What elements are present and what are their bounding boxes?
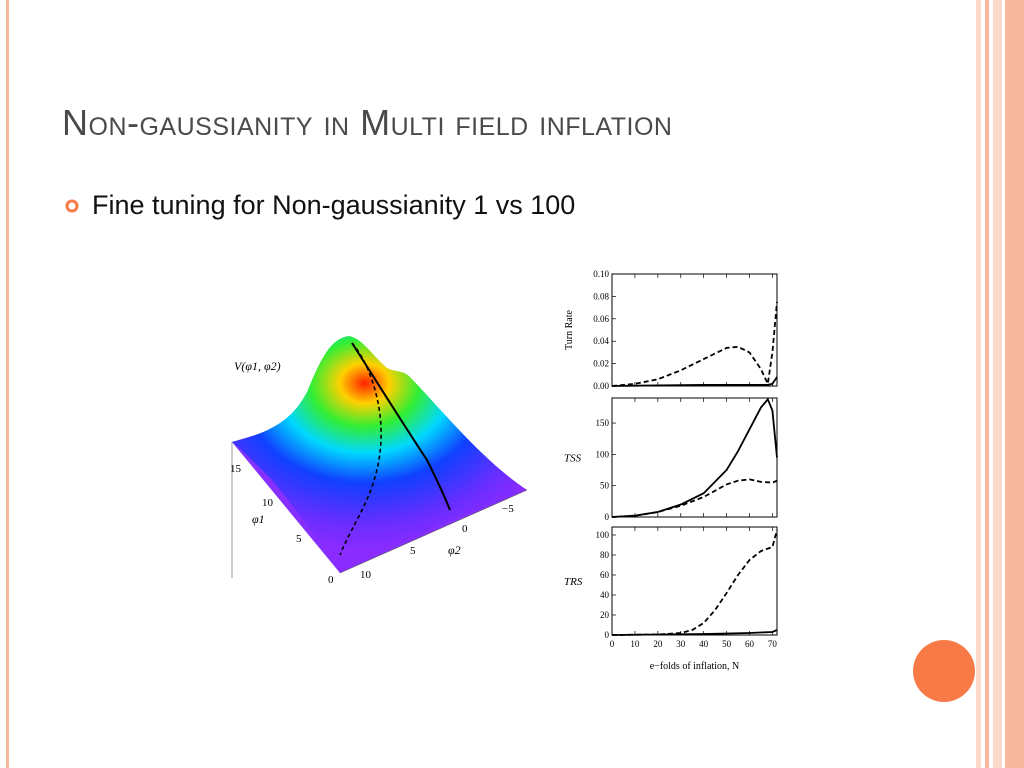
slide-right-stripes [976,0,1024,768]
series-line-dashed [611,478,778,518]
y-tick-label: 60 [600,570,610,580]
x-tick-label: 50 [722,639,732,649]
x-tick-label: 60 [745,639,755,649]
x-tick-label: 10 [630,639,640,649]
plot-frame [611,526,778,636]
series-line-solid [611,376,778,387]
y-tick-label: 0 [605,630,610,640]
y-tick-label: 0.08 [593,291,609,301]
phi2-axis-label: φ2 [448,543,461,557]
phi1-axis-label: φ1 [252,512,265,526]
slide-title: Non-gaussianity in Multi field inflation [62,102,673,143]
y-tick-label: 40 [600,590,610,600]
phi1-tick: 10 [262,497,274,509]
phi2-tick: 10 [360,569,372,581]
x-tick-label: 30 [676,639,686,649]
y-tick-label: 0.10 [593,269,609,279]
decorative-circle [913,640,975,702]
y-tick-label: 0.02 [593,359,609,369]
y-axis-label: TSS [564,453,582,465]
y-tick-label: 100 [596,449,610,459]
series-line-solid [611,629,778,636]
stripe [976,0,981,768]
phi1-tick: 15 [230,463,242,475]
x-tick-label: 70 [768,639,778,649]
x-tick-label: 40 [699,639,709,649]
x-tick-label: 20 [653,639,663,649]
y-tick-label: 150 [596,418,610,428]
y-tick-label: 0.00 [593,381,609,391]
stripe [993,0,1002,768]
y-tick-label: 0.06 [593,314,609,324]
y-axis-label: Turn Rate [564,309,575,349]
y-tick-label: 0.04 [593,336,609,346]
phi2-tick: 0 [462,523,468,535]
axis-line [339,489,528,574]
y-axis-label: TRS [564,576,583,588]
stripe [985,0,989,768]
phi2-tick: −5 [502,503,514,515]
y-tick-label: 80 [600,550,610,560]
phi2-tick: 5 [410,545,416,557]
potential-surface-plot: V(φ1, φ2) 15 10 φ1 5 0 10 5 φ2 0 −5 [230,336,528,586]
surface-label: V(φ1, φ2) [234,359,281,373]
surface-hill [232,336,527,573]
phi1-tick: 5 [296,533,302,545]
y-tick-label: 50 [600,481,610,491]
x-tick-label: 0 [610,639,615,649]
plot-frame [611,273,778,387]
phi1-tick: 0 [328,574,334,586]
bullet-item: Fine tuning for Non-gaussianity 1 vs 100 [64,190,575,221]
trajectory-dashed [339,342,382,556]
y-tick-label: 0 [605,512,610,522]
series-line-solid [611,397,778,518]
trajectory-solid [351,342,451,511]
slide-left-border [6,0,9,768]
bullet-text: Fine tuning for Non-gaussianity 1 vs 100 [92,190,576,220]
stripe [1005,0,1024,768]
y-tick-label: 100 [596,530,610,540]
ring-bullet-icon [65,199,79,212]
series-line-dashed [611,301,778,387]
x-axis-label: e−folds of inflation, N [650,661,740,672]
series-line-dashed [611,529,778,636]
y-tick-label: 20 [600,610,610,620]
plot-frame [611,397,778,518]
